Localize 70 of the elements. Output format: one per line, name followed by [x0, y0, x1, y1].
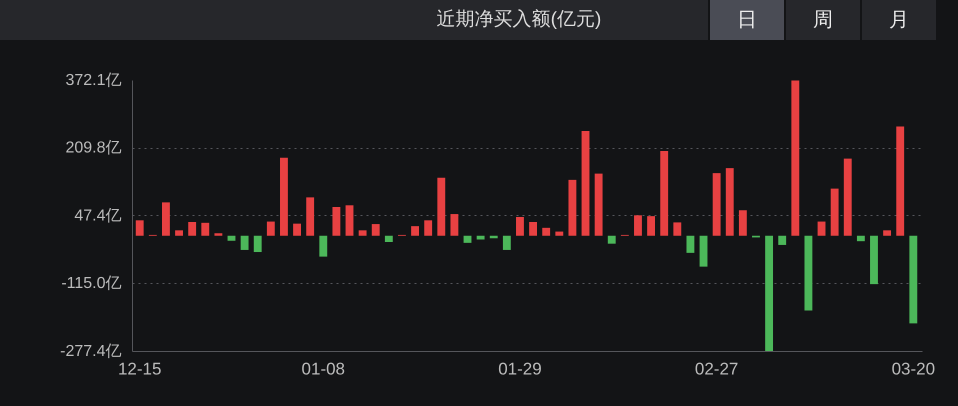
bar	[529, 222, 538, 236]
bar	[660, 151, 668, 236]
bar	[188, 222, 196, 236]
bar	[358, 230, 367, 236]
bar	[844, 158, 852, 236]
bar	[464, 236, 472, 243]
bar	[293, 224, 301, 236]
bar	[856, 236, 865, 242]
x-tick-label: 01-29	[498, 360, 542, 378]
text: 周	[813, 8, 833, 33]
bar	[319, 236, 328, 257]
bar	[516, 216, 524, 236]
text: 日	[737, 8, 757, 33]
bar	[896, 126, 904, 236]
bar	[214, 233, 222, 236]
bar	[346, 205, 354, 236]
bar	[136, 220, 144, 236]
y-tick-label: 47.4亿	[74, 207, 122, 224]
y-tick-label: 372.1亿	[65, 72, 122, 89]
bar	[830, 188, 839, 236]
bar	[712, 173, 721, 236]
bar	[738, 210, 747, 236]
bar	[306, 197, 314, 236]
bar	[568, 180, 576, 236]
bar	[686, 236, 694, 253]
bar	[228, 236, 236, 241]
bar	[909, 236, 918, 324]
bar	[726, 168, 734, 236]
bar	[870, 236, 878, 284]
bar	[254, 236, 262, 252]
bar	[490, 236, 498, 238]
bar	[175, 230, 183, 236]
bar	[476, 236, 485, 240]
x-tick-label: 01-08	[302, 360, 346, 378]
bar	[647, 216, 656, 236]
bar	[372, 224, 380, 236]
bar	[673, 222, 682, 236]
y-tick-label: 209.8亿	[65, 140, 122, 157]
bar	[700, 236, 708, 267]
x-tick-label: 02-27	[694, 360, 738, 378]
bar	[162, 202, 170, 236]
bar	[280, 158, 288, 236]
x-tick-label: 12-15	[118, 360, 162, 378]
bar	[240, 236, 249, 250]
bar	[765, 236, 774, 352]
bar	[582, 131, 590, 236]
bar	[555, 232, 564, 236]
chart-title: 近期净买入额(亿元)	[436, 8, 602, 32]
bar	[332, 206, 340, 236]
y-tick-label: -277.4亿	[60, 343, 122, 360]
bar	[201, 222, 210, 236]
bar	[594, 174, 603, 236]
bar	[804, 236, 812, 310]
bar	[883, 230, 892, 236]
bar	[266, 222, 275, 236]
bar	[424, 220, 432, 236]
bar	[450, 214, 458, 236]
bar	[411, 226, 419, 236]
bar	[384, 236, 393, 242]
x-tick-label: 03-20	[892, 360, 936, 378]
bar	[818, 222, 826, 236]
bar	[502, 236, 511, 250]
bar	[542, 228, 550, 236]
bar	[778, 236, 786, 245]
bar	[791, 80, 800, 236]
bar	[608, 236, 616, 244]
y-tick-label: -115.0亿	[61, 275, 122, 292]
bar	[437, 178, 446, 236]
bar	[634, 215, 642, 236]
text: 月	[889, 8, 909, 33]
